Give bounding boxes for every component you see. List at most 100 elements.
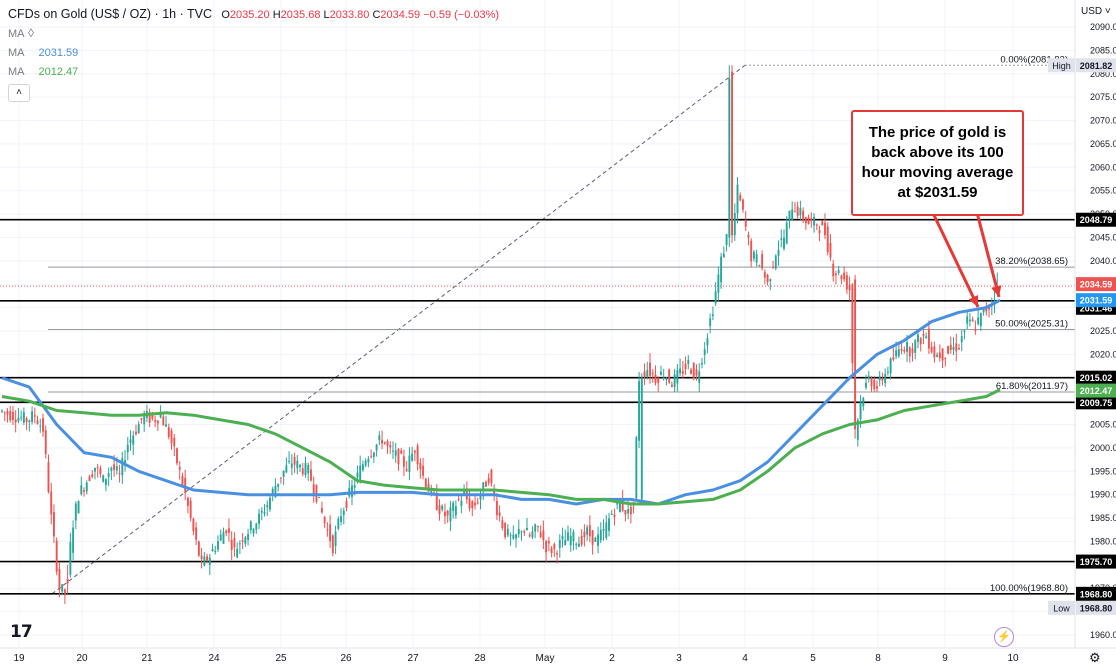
candle-body bbox=[684, 363, 687, 370]
candle-body bbox=[613, 514, 616, 518]
candle-body bbox=[947, 346, 950, 354]
candle-body bbox=[725, 234, 728, 246]
x-tick-label: 26 bbox=[340, 653, 352, 664]
candle-body bbox=[597, 534, 600, 547]
symbol-title[interactable]: CFDs on Gold (US$ / OZ) · 1h · TVC bbox=[8, 7, 212, 21]
price-tag-label: 2081.82 bbox=[1080, 61, 1113, 71]
candle-body bbox=[840, 275, 843, 280]
candle-body bbox=[837, 270, 840, 273]
candle-body bbox=[159, 414, 162, 418]
candle-body bbox=[709, 318, 712, 326]
candle-body bbox=[752, 251, 755, 259]
candle-body bbox=[102, 475, 105, 482]
candle-body bbox=[72, 527, 75, 553]
candle-body bbox=[219, 534, 222, 541]
candle-body bbox=[821, 221, 824, 226]
candle-body bbox=[567, 532, 569, 541]
price-tag bbox=[1076, 600, 1116, 615]
candle-body bbox=[968, 319, 971, 322]
candle-body bbox=[113, 464, 116, 470]
ma-100-line[interactable] bbox=[1, 298, 1001, 506]
candle-body bbox=[44, 430, 47, 455]
candle-body bbox=[419, 462, 422, 470]
currency-selector[interactable]: USD ˅ bbox=[1081, 6, 1111, 17]
y-tick-label: 1990.00 bbox=[1090, 490, 1116, 500]
candle-body bbox=[452, 502, 455, 511]
candle-body bbox=[509, 535, 512, 537]
candle-body bbox=[277, 483, 280, 487]
candle-body bbox=[977, 317, 980, 325]
candle-body bbox=[189, 500, 192, 519]
candle-body bbox=[405, 469, 408, 471]
candle-body bbox=[747, 234, 750, 238]
candle-body bbox=[515, 534, 517, 539]
candle-body bbox=[722, 253, 725, 258]
candle-body bbox=[176, 448, 178, 464]
ma-200-line[interactable] bbox=[1, 388, 1001, 506]
candle-body bbox=[378, 435, 381, 441]
candle-body bbox=[925, 336, 928, 339]
candle-body bbox=[755, 254, 758, 263]
candle-body bbox=[610, 513, 613, 515]
candle-body bbox=[843, 272, 846, 280]
candle-body bbox=[616, 502, 619, 505]
candle-body bbox=[299, 464, 301, 468]
candle-body bbox=[331, 535, 334, 553]
ma-indicator-2[interactable]: MA 2031.59 bbox=[8, 47, 78, 59]
candle-body bbox=[394, 450, 397, 456]
candle-body bbox=[323, 516, 326, 524]
x-tick-label: 20 bbox=[76, 653, 88, 664]
candle-body bbox=[353, 485, 356, 488]
candle-body bbox=[834, 273, 837, 275]
candle-body bbox=[635, 437, 638, 499]
candle-body bbox=[326, 529, 329, 531]
lightning-icon[interactable]: ⚡ bbox=[994, 627, 1014, 647]
candle-body bbox=[58, 568, 61, 590]
candle-body bbox=[126, 444, 129, 453]
candle-body bbox=[493, 489, 496, 497]
ma-indicator-1[interactable]: MA bbox=[8, 28, 25, 40]
candle-body bbox=[876, 386, 878, 389]
tradingview-logo[interactable]: 17 bbox=[10, 622, 33, 642]
candle-body bbox=[698, 371, 701, 383]
x-tick-label: 25 bbox=[275, 653, 287, 664]
candle-body bbox=[400, 450, 403, 454]
candle-body bbox=[526, 527, 528, 531]
price-tag-side-label: High bbox=[1052, 61, 1071, 71]
price-tag bbox=[1076, 383, 1116, 398]
candle-body bbox=[285, 465, 288, 473]
candle-body bbox=[14, 419, 17, 423]
candle-body bbox=[922, 334, 925, 336]
candle-body bbox=[627, 509, 630, 514]
price-tag-label: 2034.59 bbox=[1080, 280, 1113, 290]
candle-body bbox=[255, 523, 258, 530]
candle-body bbox=[33, 415, 36, 417]
candle-body bbox=[361, 464, 364, 471]
price-tag bbox=[1076, 554, 1116, 569]
candle-body bbox=[793, 211, 796, 213]
candle-body bbox=[411, 453, 414, 461]
price-tag-label: 1968.80 bbox=[1080, 603, 1113, 613]
candle-body bbox=[588, 525, 591, 537]
candle-body bbox=[706, 338, 709, 346]
candle-body bbox=[777, 249, 780, 256]
candle-body bbox=[881, 378, 884, 381]
gear-icon[interactable]: ⚙ bbox=[1089, 650, 1101, 665]
candle-body bbox=[903, 349, 906, 352]
candle-body bbox=[774, 255, 777, 269]
candle-body bbox=[695, 369, 698, 376]
candle-body bbox=[402, 456, 405, 467]
collapse-legend-button[interactable]: ˄ bbox=[8, 84, 30, 102]
hidden-eye-icon[interactable]: ◊ bbox=[28, 26, 34, 40]
candle-body bbox=[293, 456, 296, 465]
y-tick-label: 2080.00 bbox=[1090, 69, 1116, 79]
candle-body bbox=[640, 377, 643, 500]
y-tick-label: 2055.00 bbox=[1090, 186, 1116, 196]
ma-indicator-3[interactable]: MA 2012.47 bbox=[8, 66, 78, 78]
candle-body bbox=[564, 539, 567, 546]
candle-body bbox=[372, 452, 375, 458]
candle-body bbox=[446, 510, 449, 516]
candle-body bbox=[534, 524, 537, 532]
candle-body bbox=[558, 540, 561, 549]
